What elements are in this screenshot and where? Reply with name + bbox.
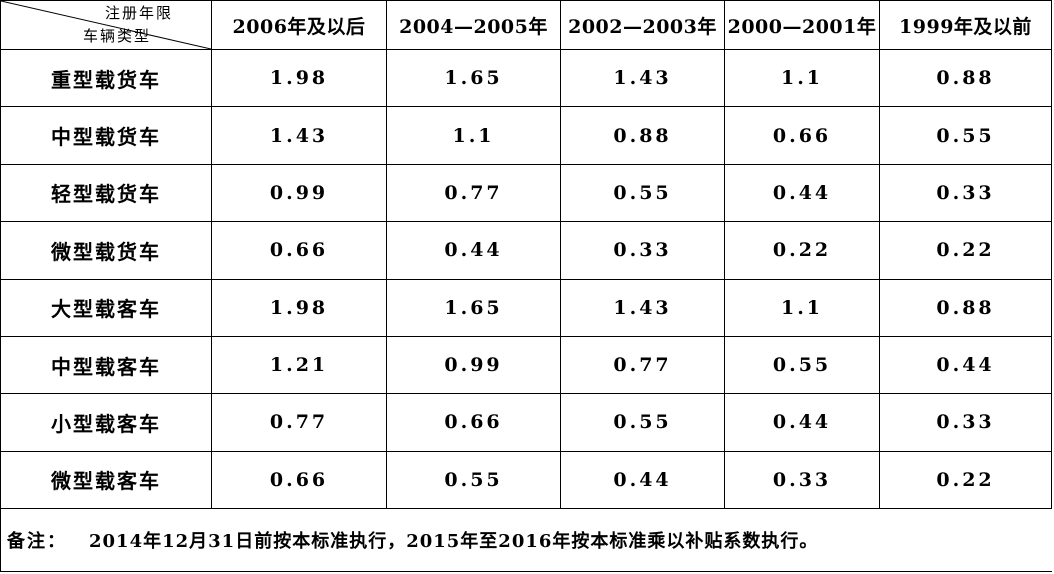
coefficient-cell: 1.43 xyxy=(560,278,725,337)
vehicle-type-cell: 大型载客车 xyxy=(0,278,212,337)
vehicle-type-cell: 微型载客车 xyxy=(0,450,212,510)
table-row: 轻型载货车 0.99 0.77 0.55 0.44 0.33 xyxy=(0,163,1052,223)
table-body: 重型载货车 1.98 1.65 1.43 1.1 0.88 中型载货车 1.43 1.1 0.88… xyxy=(0,48,1052,510)
coefficient-cell: 1.1 xyxy=(724,278,880,337)
coefficient-cell: 0.33 xyxy=(879,163,1052,223)
corner-label-vehicle-type: 车辆类型 xyxy=(83,27,152,45)
coefficient-cell: 0.22 xyxy=(724,221,880,280)
coefficient-cell: 1.21 xyxy=(211,335,387,395)
note-cell: 备注： 2014年12月31日前按本标准执行，2015年至2016年按本标准乘以补… xyxy=(0,508,1052,572)
coefficient-cell: 0.55 xyxy=(879,106,1052,165)
coefficient-cell: 1.98 xyxy=(211,278,387,337)
table-row: 小型载客车 0.77 0.66 0.55 0.44 0.33 xyxy=(0,393,1052,452)
table-row: 中型载客车 1.21 0.99 0.77 0.55 0.44 xyxy=(0,335,1052,395)
corner-label-registration-years: 注册年限 xyxy=(104,4,173,22)
vehicle-type-cell: 中型载客车 xyxy=(0,335,212,395)
column-header: 2006年及以后 xyxy=(211,0,387,50)
coefficient-cell: 0.77 xyxy=(386,163,561,223)
note-row: 备注： 2014年12月31日前按本标准执行，2015年至2016年按本标准乘以补… xyxy=(0,508,1052,572)
coefficient-cell: 0.88 xyxy=(879,48,1052,108)
coefficient-cell: 0.55 xyxy=(560,163,725,223)
coefficient-cell: 0.44 xyxy=(386,221,561,280)
column-header: 2000—2001年 xyxy=(724,0,880,50)
coefficient-cell: 1.1 xyxy=(724,48,880,108)
coefficient-cell: 0.77 xyxy=(560,335,725,395)
coefficient-cell: 0.33 xyxy=(879,393,1052,452)
coefficient-cell: 0.33 xyxy=(560,221,725,280)
coefficient-cell: 1.43 xyxy=(560,48,725,108)
header-row: 注册年限 车辆类型 2006年及以后 2004—2005年 2002—2003年… xyxy=(0,0,1052,50)
coefficient-cell: 0.55 xyxy=(724,335,880,395)
coefficient-cell: 1.1 xyxy=(386,106,561,165)
column-header: 2004—2005年 xyxy=(386,0,561,50)
coefficient-cell: 0.88 xyxy=(879,278,1052,337)
column-header: 2002—2003年 xyxy=(560,0,725,50)
vehicle-type-cell: 中型载货车 xyxy=(0,106,212,165)
coefficient-cell: 0.44 xyxy=(724,393,880,452)
note-text: 2014年12月31日前按本标准执行，2015年至2016年按本标准乘以补贴系数… xyxy=(89,531,819,552)
table-row: 微型载货车 0.66 0.44 0.33 0.22 0.22 xyxy=(0,221,1052,280)
coefficient-cell: 0.22 xyxy=(879,221,1052,280)
vehicle-type-cell: 小型载客车 xyxy=(0,393,212,452)
coefficient-cell: 0.33 xyxy=(724,450,880,510)
vehicle-type-cell: 轻型载货车 xyxy=(0,163,212,223)
coefficient-cell: 0.22 xyxy=(879,450,1052,510)
coefficient-cell: 0.55 xyxy=(560,393,725,452)
coefficient-cell: 0.44 xyxy=(879,335,1052,395)
coefficient-cell: 0.66 xyxy=(211,450,387,510)
column-header: 1999年及以前 xyxy=(879,0,1052,50)
table-row: 大型载客车 1.98 1.65 1.43 1.1 0.88 xyxy=(0,278,1052,337)
coefficient-cell: 0.55 xyxy=(386,450,561,510)
coefficient-cell: 1.65 xyxy=(386,48,561,108)
note-label: 备注： xyxy=(7,531,67,552)
coefficient-cell: 0.44 xyxy=(724,163,880,223)
coefficient-cell: 0.66 xyxy=(724,106,880,165)
coefficient-cell: 0.66 xyxy=(386,393,561,452)
coefficient-cell: 1.43 xyxy=(211,106,387,165)
corner-header-cell: 注册年限 车辆类型 xyxy=(0,0,212,50)
vehicle-type-cell: 重型载货车 xyxy=(0,48,212,108)
table-row: 中型载货车 1.43 1.1 0.88 0.66 0.55 xyxy=(0,106,1052,165)
vehicle-type-cell: 微型载货车 xyxy=(0,221,212,280)
coefficient-cell: 1.65 xyxy=(386,278,561,337)
coefficient-cell: 0.66 xyxy=(211,221,387,280)
coefficient-cell: 0.99 xyxy=(211,163,387,223)
diagonal-divider xyxy=(1,1,211,49)
coefficient-cell: 1.98 xyxy=(211,48,387,108)
table-row: 重型载货车 1.98 1.65 1.43 1.1 0.88 xyxy=(0,48,1052,108)
coefficient-cell: 0.77 xyxy=(211,393,387,452)
coefficient-cell: 0.88 xyxy=(560,106,725,165)
coefficient-cell: 0.99 xyxy=(386,335,561,395)
table-row: 微型载客车 0.66 0.55 0.44 0.33 0.22 xyxy=(0,450,1052,510)
coefficient-cell: 0.44 xyxy=(560,450,725,510)
